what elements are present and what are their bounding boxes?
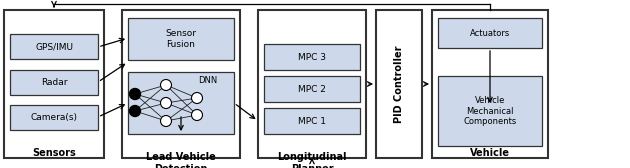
Text: MPC 1: MPC 1: [298, 116, 326, 125]
Bar: [4, 10, 104, 158]
Text: GPS/IMU: GPS/IMU: [35, 42, 73, 51]
Circle shape: [130, 89, 140, 99]
Circle shape: [161, 116, 171, 127]
Text: Lead Vehicle
Detection: Lead Vehicle Detection: [146, 152, 216, 168]
Text: MPC 2: MPC 2: [298, 85, 326, 94]
Bar: [264, 76, 360, 102]
Bar: [10, 70, 98, 95]
Text: Sensors: Sensors: [32, 148, 76, 158]
Bar: [122, 10, 240, 158]
Bar: [264, 108, 360, 134]
Bar: [432, 10, 548, 158]
Text: Vehicle: Vehicle: [470, 148, 510, 158]
Text: PID Controller: PID Controller: [394, 45, 404, 123]
Bar: [438, 18, 542, 48]
Circle shape: [161, 97, 171, 109]
Bar: [258, 10, 366, 158]
Text: Actuators: Actuators: [470, 29, 510, 37]
Circle shape: [161, 79, 171, 91]
Bar: [10, 105, 98, 130]
Text: Radar: Radar: [41, 78, 67, 87]
Text: MPC 3: MPC 3: [298, 52, 326, 61]
Bar: [376, 10, 422, 158]
Bar: [128, 72, 234, 134]
Bar: [438, 76, 542, 146]
Bar: [264, 44, 360, 70]
Circle shape: [130, 106, 140, 116]
Text: Vehicle
Mechanical
Components: Vehicle Mechanical Components: [464, 96, 517, 126]
Circle shape: [192, 93, 202, 103]
Bar: [10, 34, 98, 59]
Circle shape: [192, 110, 202, 120]
Text: Longitudinal
Planner: Longitudinal Planner: [277, 152, 346, 168]
Text: DNN: DNN: [198, 76, 217, 85]
Text: Camera(s): Camera(s): [30, 113, 77, 122]
Bar: [128, 18, 234, 60]
Text: Sensor
Fusion: Sensor Fusion: [166, 29, 197, 49]
